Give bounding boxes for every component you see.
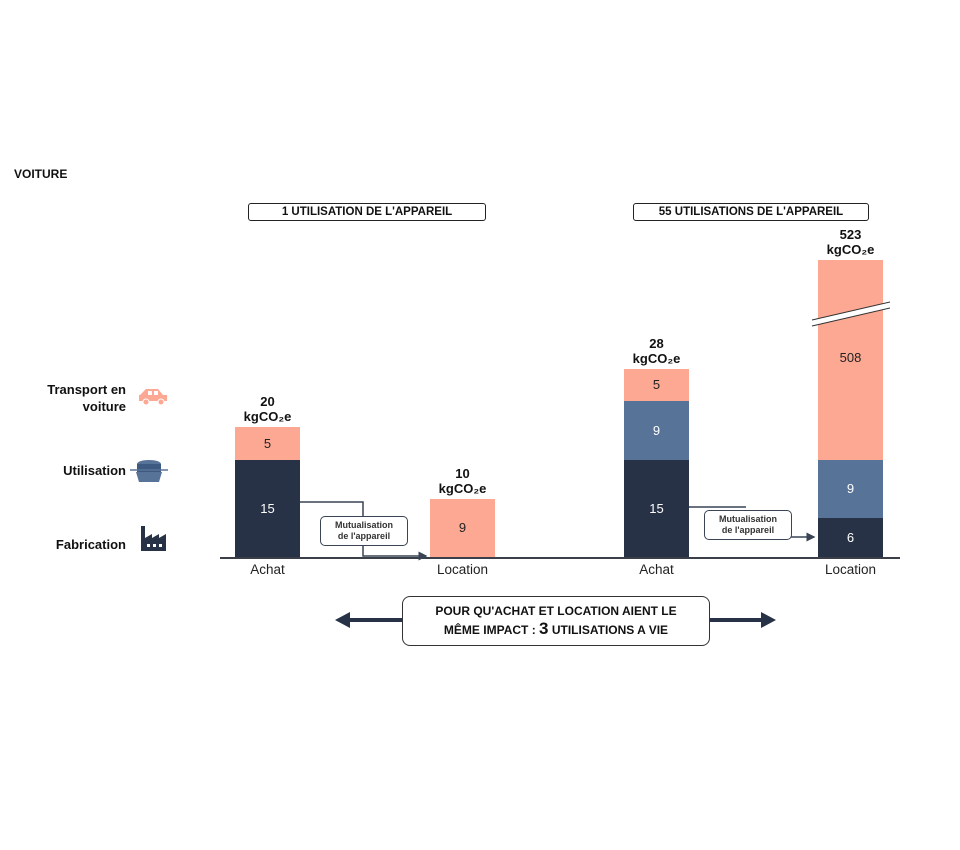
total-unit: kgCO₂e xyxy=(243,409,292,424)
total-value: 20 xyxy=(260,394,275,409)
legend-label: Transport en xyxy=(47,382,126,397)
x-tick-label: Location xyxy=(436,562,489,577)
bar-segment-fabrication: 15 xyxy=(235,459,300,557)
legend-utilisation: Utilisation xyxy=(63,463,126,478)
bar-segment-fabrication: 15 xyxy=(624,459,689,557)
x-axis xyxy=(220,557,900,559)
mutualisation-text: Mutualisation xyxy=(719,514,777,524)
mutualisation-label-2: Mutualisation de l'appareil xyxy=(704,510,792,540)
car-icon xyxy=(139,389,167,406)
legend-label: voiture xyxy=(82,399,126,414)
scenario-55-title: 55 UTILISATIONS DE L'APPAREIL xyxy=(633,203,869,221)
banner-text: MÊME IMPACT : xyxy=(443,623,540,637)
bar-segment-transport-en-voiture: 5 xyxy=(235,427,300,460)
x-tick-label: Achat xyxy=(250,562,285,577)
total-value: 28 xyxy=(649,335,664,351)
axis-break-mark xyxy=(812,302,890,326)
bar-total-label: 28 kgCO₂e xyxy=(607,336,707,366)
legend-transport: Transport en voiture xyxy=(36,381,126,415)
x-tick-label: Location xyxy=(824,562,877,577)
banner-line1: POUR QU'ACHAT ET LOCATION AIENT LE xyxy=(435,604,677,618)
bar-segment-transport-en-voiture: 5 xyxy=(624,368,689,401)
total-unit: kgCO₂e xyxy=(438,480,487,496)
conclusion-banner: POUR QU'ACHAT ET LOCATION AIENT LE MÊME … xyxy=(402,596,710,646)
bar-segment-transport-en-voiture: 9 xyxy=(430,498,495,557)
bar-segment-transport-en-voiture: 508 xyxy=(818,259,883,460)
x-tick-label: Achat xyxy=(639,562,674,577)
banner-number: 3 xyxy=(539,619,549,638)
bar-segment-utilisation: 9 xyxy=(818,459,883,518)
total-unit: kgCO₂e xyxy=(826,241,875,257)
banner-text: UTILISATIONS A VIE xyxy=(548,623,669,637)
bar-total-label: 523 kgCO₂e xyxy=(801,227,901,257)
total-unit: kgCO₂e xyxy=(632,350,681,366)
raclette-appliance-icon xyxy=(130,460,168,482)
bar-segment-fabrication: 6 xyxy=(818,518,883,557)
mutualisation-text: Mutualisation xyxy=(335,520,393,530)
bar-segment-utilisation: 9 xyxy=(624,401,689,460)
mutualisation-text: de l'appareil xyxy=(337,531,391,541)
legend-fabrication: Fabrication xyxy=(55,537,126,552)
mutualisation-text: de l'appareil xyxy=(721,525,775,535)
factory-icon xyxy=(141,526,166,551)
scenario-1-title: 1 UTILISATION DE L'APPAREIL xyxy=(248,203,486,221)
total-value: 10 xyxy=(455,465,470,481)
banner-line2: MÊME IMPACT : 3 UTILISATIONS A VIE xyxy=(403,620,709,639)
page-title: VOITURE xyxy=(14,167,68,181)
mutualisation-label-1: Mutualisation de l'appareil xyxy=(320,516,408,546)
bar-total-label: 20 kgCO₂e xyxy=(218,394,318,424)
bar-total-label: 10 kgCO₂e xyxy=(413,466,513,496)
total-value: 523 xyxy=(839,226,862,242)
